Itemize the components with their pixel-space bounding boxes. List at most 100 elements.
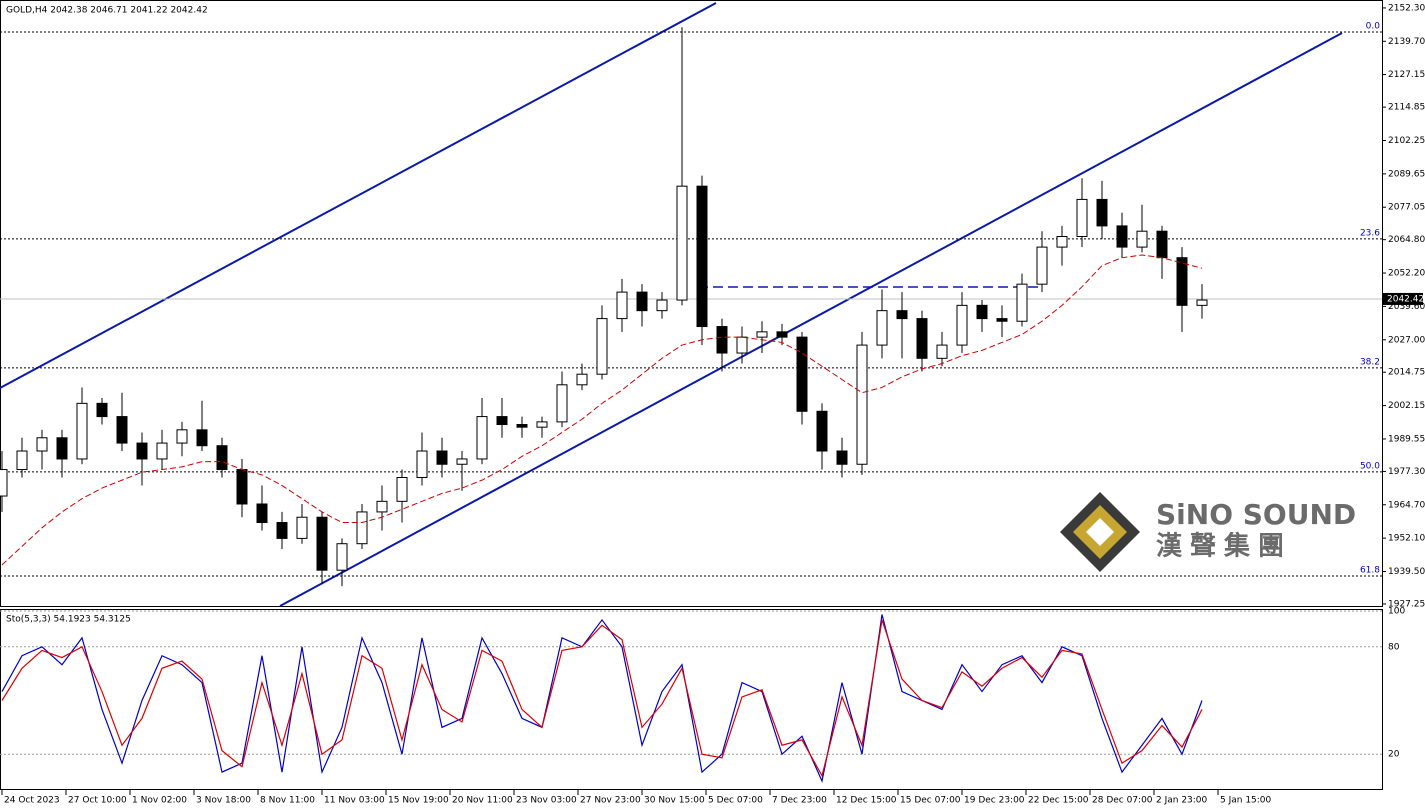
candle-body <box>1116 225 1128 248</box>
candle-body <box>96 402 108 418</box>
x-tick-label: 19 Dec 23:00 <box>964 796 1025 806</box>
candle-body <box>256 503 268 524</box>
candle-body <box>76 402 88 460</box>
last-price-box <box>1383 292 1423 305</box>
candle-body <box>376 500 388 513</box>
y-tick-label: 2102.25 <box>1388 136 1425 146</box>
candle-body <box>396 476 408 502</box>
candle-body <box>1036 246 1048 285</box>
logo <box>1086 518 1114 546</box>
x-tick-label: 8 Nov 11:00 <box>260 796 315 806</box>
y-tick-label: 1977.30 <box>1388 467 1425 477</box>
candle-body <box>756 331 768 338</box>
channel-line <box>279 32 1343 607</box>
candle-body <box>816 410 828 452</box>
sub-panel <box>0 609 1383 790</box>
candle-body <box>276 522 288 539</box>
candle-body <box>736 336 748 354</box>
candle-body <box>876 310 888 346</box>
candle-body <box>1096 198 1108 227</box>
candle-body <box>336 543 348 571</box>
x-tick-label: 7 Dec 23:00 <box>772 796 827 806</box>
x-tick-label: 15 Dec 07:00 <box>900 796 961 806</box>
candle-body <box>1176 257 1188 306</box>
candle-body <box>536 421 548 428</box>
candle-body <box>476 416 488 460</box>
candle-body <box>836 450 848 465</box>
candle-body <box>596 318 608 375</box>
candle-body <box>696 185 708 328</box>
moving-average <box>1 254 1203 566</box>
candle-body <box>616 291 628 320</box>
fib-label: 38.2 <box>1360 357 1380 367</box>
watermark: 漢聲集團 <box>1156 531 1292 562</box>
y-tick-label: 2002.15 <box>1388 401 1425 411</box>
candle-body <box>496 416 508 426</box>
candle-body <box>916 318 928 359</box>
x-tick-label: 20 Nov 11:00 <box>452 796 513 806</box>
fib-label: 61.8 <box>1360 566 1380 576</box>
candle-body <box>676 185 688 301</box>
y-tick-label: 2052.20 <box>1388 269 1425 279</box>
x-tick-label: 12 Dec 15:00 <box>836 796 897 806</box>
candle-body <box>116 416 128 444</box>
x-tick-label: 5 Jan 15:00 <box>1220 796 1272 806</box>
x-tick-label: 15 Nov 19:00 <box>388 796 449 806</box>
candle-body <box>1196 299 1208 306</box>
y-tick-label: 20 <box>1388 750 1400 760</box>
candle-body <box>236 469 248 505</box>
candle-body <box>16 450 28 471</box>
candle-body <box>956 304 968 346</box>
candle-body <box>516 424 528 428</box>
watermark: SiNO SOUND <box>1156 498 1356 531</box>
indicator-line <box>1 619 1203 778</box>
y-tick-label: 1952.10 <box>1388 534 1425 544</box>
y-tick-label: 2127.15 <box>1388 70 1425 80</box>
candle-body <box>356 511 368 545</box>
y-tick-label: 2139.70 <box>1388 37 1425 47</box>
y-tick-label: 80 <box>1388 642 1400 652</box>
candle-body <box>36 437 48 452</box>
x-tick-label: 27 Nov 23:00 <box>580 796 641 806</box>
candle-body <box>656 299 668 312</box>
candle-body <box>716 326 728 354</box>
y-tick-label: 100 <box>1388 607 1405 617</box>
candle-body <box>1136 230 1148 248</box>
candle-body <box>996 318 1008 322</box>
y-tick-label: 1939.50 <box>1388 567 1425 577</box>
candle-body <box>1076 198 1088 237</box>
main-panel <box>0 0 1383 607</box>
candle-body <box>196 429 208 447</box>
candle-body <box>176 429 188 444</box>
indicator-line <box>1 614 1203 784</box>
candle-body <box>776 331 788 338</box>
candle-body <box>216 445 228 471</box>
x-tick-label: 1 Nov 02:00 <box>132 796 187 806</box>
fib-label: 50.0 <box>1360 461 1380 471</box>
y-tick-label: 2152.30 <box>1388 3 1425 13</box>
candle-body <box>1156 230 1168 259</box>
y-tick-label: 2064.80 <box>1388 235 1425 245</box>
candle-body <box>456 458 468 465</box>
candle-body <box>316 516 328 571</box>
candle-body <box>0 469 8 497</box>
fib-label: 0.0 <box>1366 22 1381 32</box>
candle-body <box>856 344 868 465</box>
x-tick-label: 23 Nov 03:00 <box>516 796 577 806</box>
x-tick-label: 3 Nov 18:00 <box>196 796 251 806</box>
y-tick-label: 2077.05 <box>1388 203 1425 213</box>
candle-body <box>636 291 648 312</box>
candle-body <box>56 437 68 460</box>
x-tick-label: 27 Oct 10:00 <box>68 796 127 806</box>
x-tick-label: 30 Nov 15:00 <box>644 796 705 806</box>
x-tick-label: 22 Dec 15:00 <box>1028 796 1089 806</box>
candle-body <box>796 336 808 412</box>
y-tick-label: 1964.70 <box>1388 500 1425 510</box>
candle-body <box>976 304 988 320</box>
x-tick-label: 5 Dec 07:00 <box>708 796 763 806</box>
y-tick-label: 1927.25 <box>1388 599 1425 609</box>
candle-body <box>1016 283 1028 322</box>
candle-body <box>296 516 308 539</box>
